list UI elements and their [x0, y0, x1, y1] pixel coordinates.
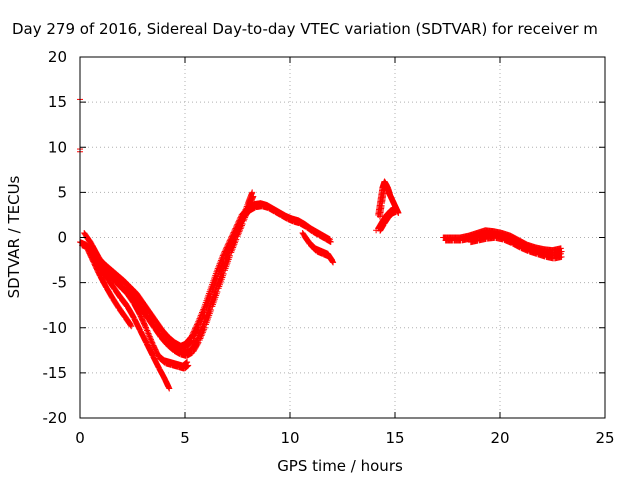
y-tick-label: 0 [57, 229, 67, 247]
data-point-track-b [233, 236, 240, 243]
data-point-track-e [148, 338, 155, 345]
data-point-track-a [327, 238, 334, 245]
data-point-track-d [165, 383, 172, 390]
y-tick-label: 10 [48, 138, 67, 156]
x-tick-label: 25 [595, 429, 614, 447]
y-tick-label: -5 [52, 274, 67, 292]
data-point-outliers [329, 257, 335, 264]
chart-title: Day 279 of 2016, Sidereal Day-to-day VTE… [12, 20, 598, 38]
data-point-track-b [194, 340, 201, 347]
y-tick-label: -15 [43, 364, 68, 382]
data-point-track-h [392, 205, 398, 212]
y-tick-label: 20 [48, 48, 67, 66]
data-point-track-b [250, 193, 257, 200]
data-point-track-d [135, 324, 142, 331]
data-point-track-j [558, 253, 565, 260]
y-tick-label: 5 [57, 183, 67, 201]
x-tick-labels: 0 5 10 15 20 25 [75, 429, 614, 447]
x-tick-label: 20 [490, 429, 509, 447]
y-tick-label: 15 [48, 93, 67, 111]
data-point-track-e [184, 359, 191, 366]
data-point-track-a [326, 236, 333, 243]
x-axis-label: GPS time / hours [277, 457, 403, 475]
x-tick-label: 0 [75, 429, 85, 447]
data-point-track-b [249, 189, 256, 196]
data-point-track-i [557, 245, 564, 252]
y-tick-label: -10 [43, 319, 68, 337]
data-point-track-a [192, 330, 199, 337]
data-point-track-b [214, 288, 221, 295]
data-point-track-e [135, 309, 142, 316]
axis-ticks [79, 56, 606, 419]
data-point-track-d [142, 337, 149, 344]
data-point-track-c [127, 321, 134, 328]
data-point-track-b [226, 252, 233, 259]
data-point-track-b [239, 220, 246, 227]
data-marks [77, 96, 565, 392]
data-point-track-h [393, 208, 400, 215]
data-point-track-b [208, 306, 215, 313]
data-point-track-b [195, 339, 202, 346]
data-point-track-b [220, 270, 227, 277]
data-point-outliers [373, 227, 380, 234]
data-point-track-b [201, 324, 208, 331]
x-tick-label: 5 [180, 429, 190, 447]
data-point-track-e [185, 362, 192, 369]
data-point-track-d [129, 312, 136, 319]
y-tick-label: -20 [43, 409, 68, 427]
y-axis-label: SDTVAR / TECUs [5, 175, 23, 298]
y-tick-labels: 20 15 10 5 0 -5 -10 -15 -20 [43, 48, 68, 427]
x-tick-label: 15 [385, 429, 404, 447]
data-point-track-b [245, 204, 252, 211]
x-tick-label: 10 [280, 429, 299, 447]
data-point-track-j [557, 250, 564, 257]
data-point-track-d [148, 350, 155, 357]
